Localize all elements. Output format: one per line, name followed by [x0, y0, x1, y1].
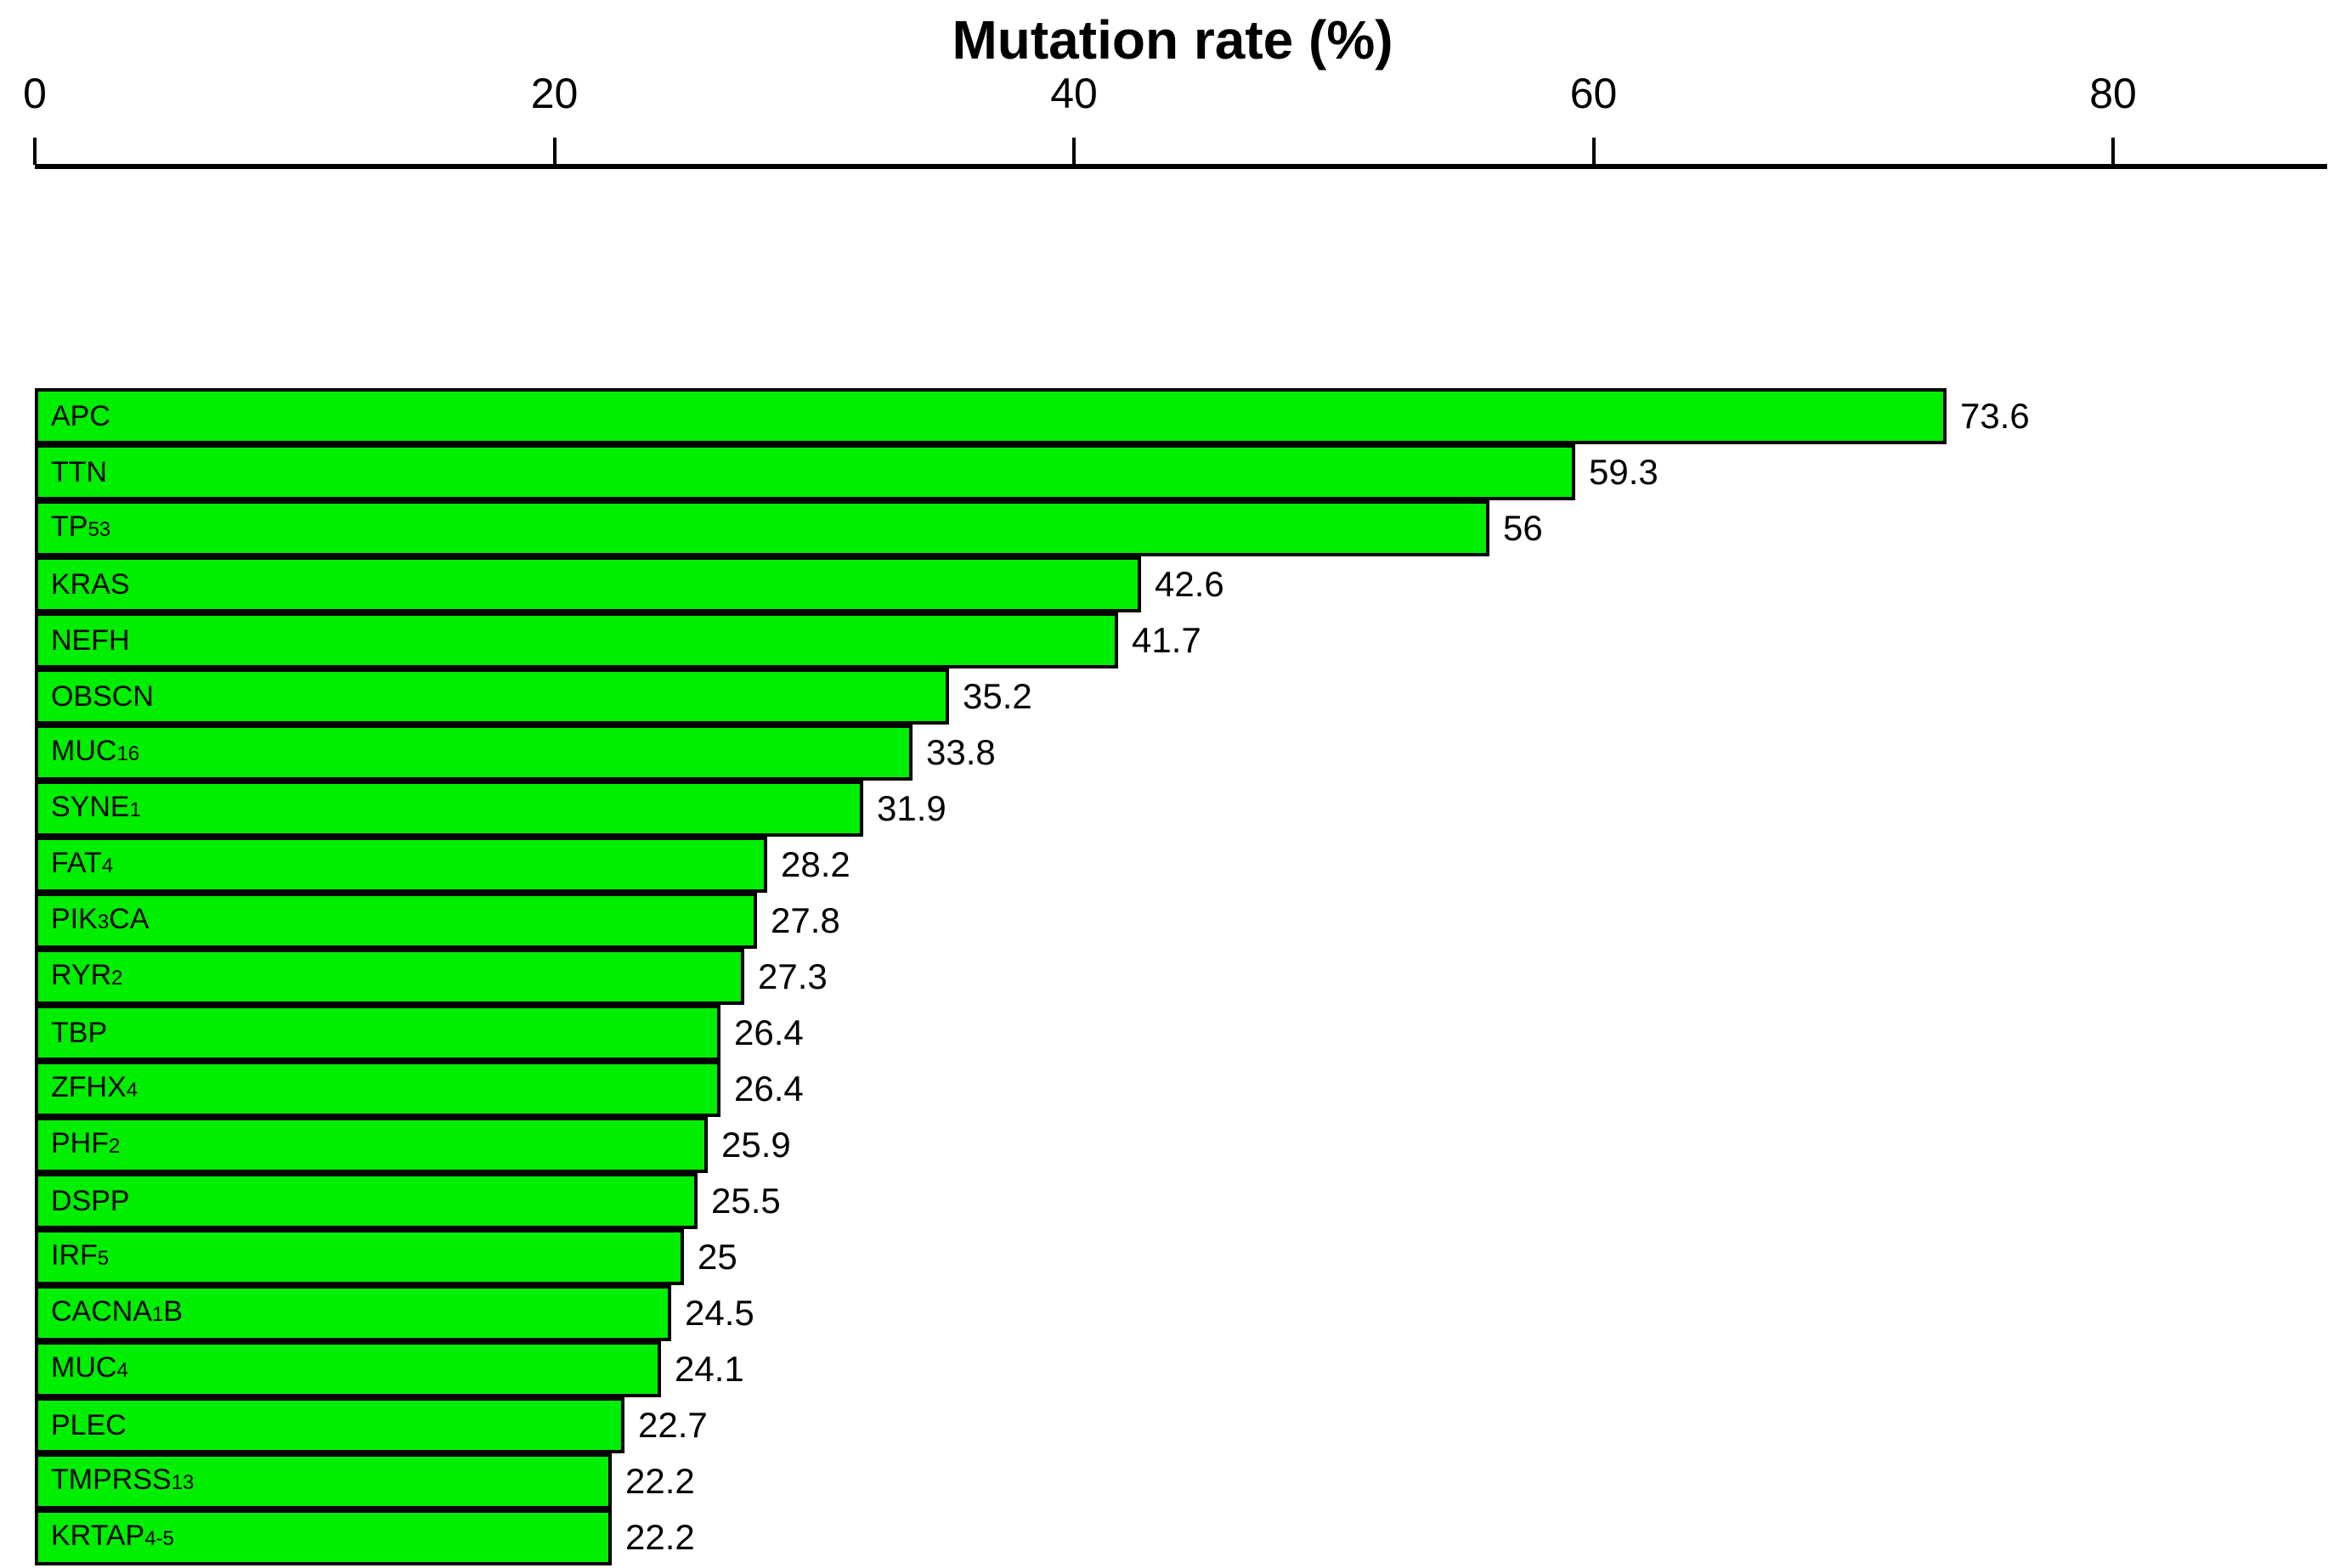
bar: APC [35, 388, 1947, 444]
bar-category-label: TTN [51, 456, 108, 488]
bar-row: KRAS 42.6 [0, 556, 2345, 612]
bar-row: MUC4 24.1 [0, 1341, 2345, 1397]
bar-value-label: 28.2 [781, 844, 850, 884]
bar: NEFH [35, 612, 1118, 668]
bar-value-label: 41.7 [1132, 620, 1201, 660]
bar-row: TMPRSS13 22.2 [0, 1453, 2345, 1509]
bar-category-label: PLEC [51, 1409, 127, 1441]
bar: MUC16 [35, 725, 913, 781]
bar-category-label: TP53 [51, 510, 111, 543]
bar: DSPP [35, 1173, 698, 1229]
bar-category-label: PHF2 [51, 1127, 121, 1159]
bar-row: PLEC 22.7 [0, 1397, 2345, 1453]
bar-row: DSPP 25.5 [0, 1173, 2345, 1229]
bar-value-label: 24.5 [685, 1293, 754, 1333]
x-axis-tick-mark [2111, 138, 2115, 165]
bar: KRTAP4-5 [35, 1509, 612, 1565]
x-axis-line [35, 164, 2327, 169]
bar-category-label: PIK3CA [51, 903, 150, 935]
bar-value-label: 33.8 [926, 732, 996, 772]
bar-category-label: TMPRSS13 [51, 1464, 195, 1496]
bar-category-label: MUC4 [51, 1351, 128, 1384]
bar-category-label: TBP [51, 1017, 108, 1049]
bar-value-label: 56 [1503, 508, 1543, 548]
bar-row: RYR2 27.3 [0, 949, 2345, 1005]
bar-category-label: KRAS [51, 568, 130, 601]
bar: PLEC [35, 1397, 624, 1453]
bar-row: MUC16 33.8 [0, 725, 2345, 781]
bar-value-label: 73.6 [1960, 396, 2030, 436]
bar-row: TP53 56 [0, 500, 2345, 556]
bar-category-label: RYR2 [51, 959, 123, 991]
bar: ZFHX4 [35, 1061, 720, 1117]
bar: SYNE1 [35, 781, 863, 837]
bar: KRAS [35, 556, 1141, 612]
x-axis-tick-mark [33, 138, 37, 165]
x-axis-tick-mark [1072, 138, 1076, 165]
bar-category-label: MUC16 [51, 735, 140, 767]
bar-category-label: APC [51, 400, 110, 432]
x-axis-tick-label: 80 [2089, 70, 2137, 117]
bar-category-label: OBSCN [51, 680, 154, 713]
bar-category-label: NEFH [51, 624, 130, 657]
bar-value-label: 35.2 [963, 676, 1032, 716]
bar: PHF2 [35, 1117, 708, 1173]
bar-category-label: KRTAP4-5 [51, 1520, 174, 1552]
bar-value-label: 31.9 [877, 788, 946, 828]
bar-value-label: 26.4 [734, 1012, 804, 1052]
bar: TTN [35, 444, 1575, 500]
bar: TP53 [35, 500, 1489, 556]
bar-row: SYNE1 31.9 [0, 781, 2345, 837]
bar: FAT4 [35, 837, 767, 893]
bar-value-label: 25.9 [721, 1125, 791, 1165]
bar-value-label: 27.3 [758, 956, 828, 996]
bar-row: FAT4 28.2 [0, 837, 2345, 893]
x-axis-tick-label: 40 [1050, 70, 1098, 117]
bar: OBSCN [35, 668, 949, 725]
bar-row: TTN 59.3 [0, 444, 2345, 500]
bar-value-label: 22.7 [638, 1405, 708, 1445]
bar-value-label: 25.5 [711, 1181, 781, 1221]
bar-row: TBP 26.4 [0, 1005, 2345, 1061]
bar-value-label: 22.2 [625, 1517, 695, 1557]
bar: IRF5 [35, 1229, 684, 1285]
bar-category-label: FAT4 [51, 847, 114, 879]
bar-category-label: DSPP [51, 1185, 130, 1217]
bar-row: KRTAP4-5 22.2 [0, 1509, 2345, 1565]
bar-value-label: 27.8 [771, 900, 840, 940]
bar-row: APC 73.6 [0, 388, 2345, 444]
bar-category-label: ZFHX4 [51, 1071, 138, 1103]
bar-row: PHF2 25.9 [0, 1117, 2345, 1173]
bar-row: PIK3CA 27.8 [0, 893, 2345, 949]
x-axis-tick-label: 60 [1569, 70, 1618, 117]
bar-value-label: 59.3 [1589, 452, 1658, 492]
bar-category-label: IRF5 [51, 1239, 110, 1272]
bar-value-label: 25 [698, 1237, 737, 1277]
bar-row: NEFH 41.7 [0, 612, 2345, 668]
bar-value-label: 26.4 [734, 1069, 804, 1108]
bar: PIK3CA [35, 893, 757, 949]
bar: TMPRSS13 [35, 1453, 612, 1509]
bar-value-label: 24.1 [675, 1349, 744, 1389]
bar-value-label: 42.6 [1155, 564, 1224, 604]
bar-row: IRF5 25 [0, 1229, 2345, 1285]
bar-category-label: SYNE1 [51, 791, 141, 823]
x-axis-tick-label: 20 [530, 70, 579, 117]
bar-row: OBSCN 35.2 [0, 668, 2345, 725]
x-axis-tick-mark [552, 138, 557, 165]
bar: TBP [35, 1005, 720, 1061]
bar: MUC4 [35, 1341, 661, 1397]
bar-row: CACNA1B 24.5 [0, 1285, 2345, 1341]
x-axis-tick-mark [1591, 138, 1596, 165]
bar: CACNA1B [35, 1285, 671, 1341]
bar-category-label: CACNA1B [51, 1295, 184, 1328]
chart-title: Mutation rate (%) [952, 9, 1393, 71]
bar-value-label: 22.2 [625, 1461, 695, 1501]
bar-row: ZFHX4 26.4 [0, 1061, 2345, 1117]
x-axis-tick-label: 0 [23, 70, 47, 117]
bar: RYR2 [35, 949, 744, 1005]
